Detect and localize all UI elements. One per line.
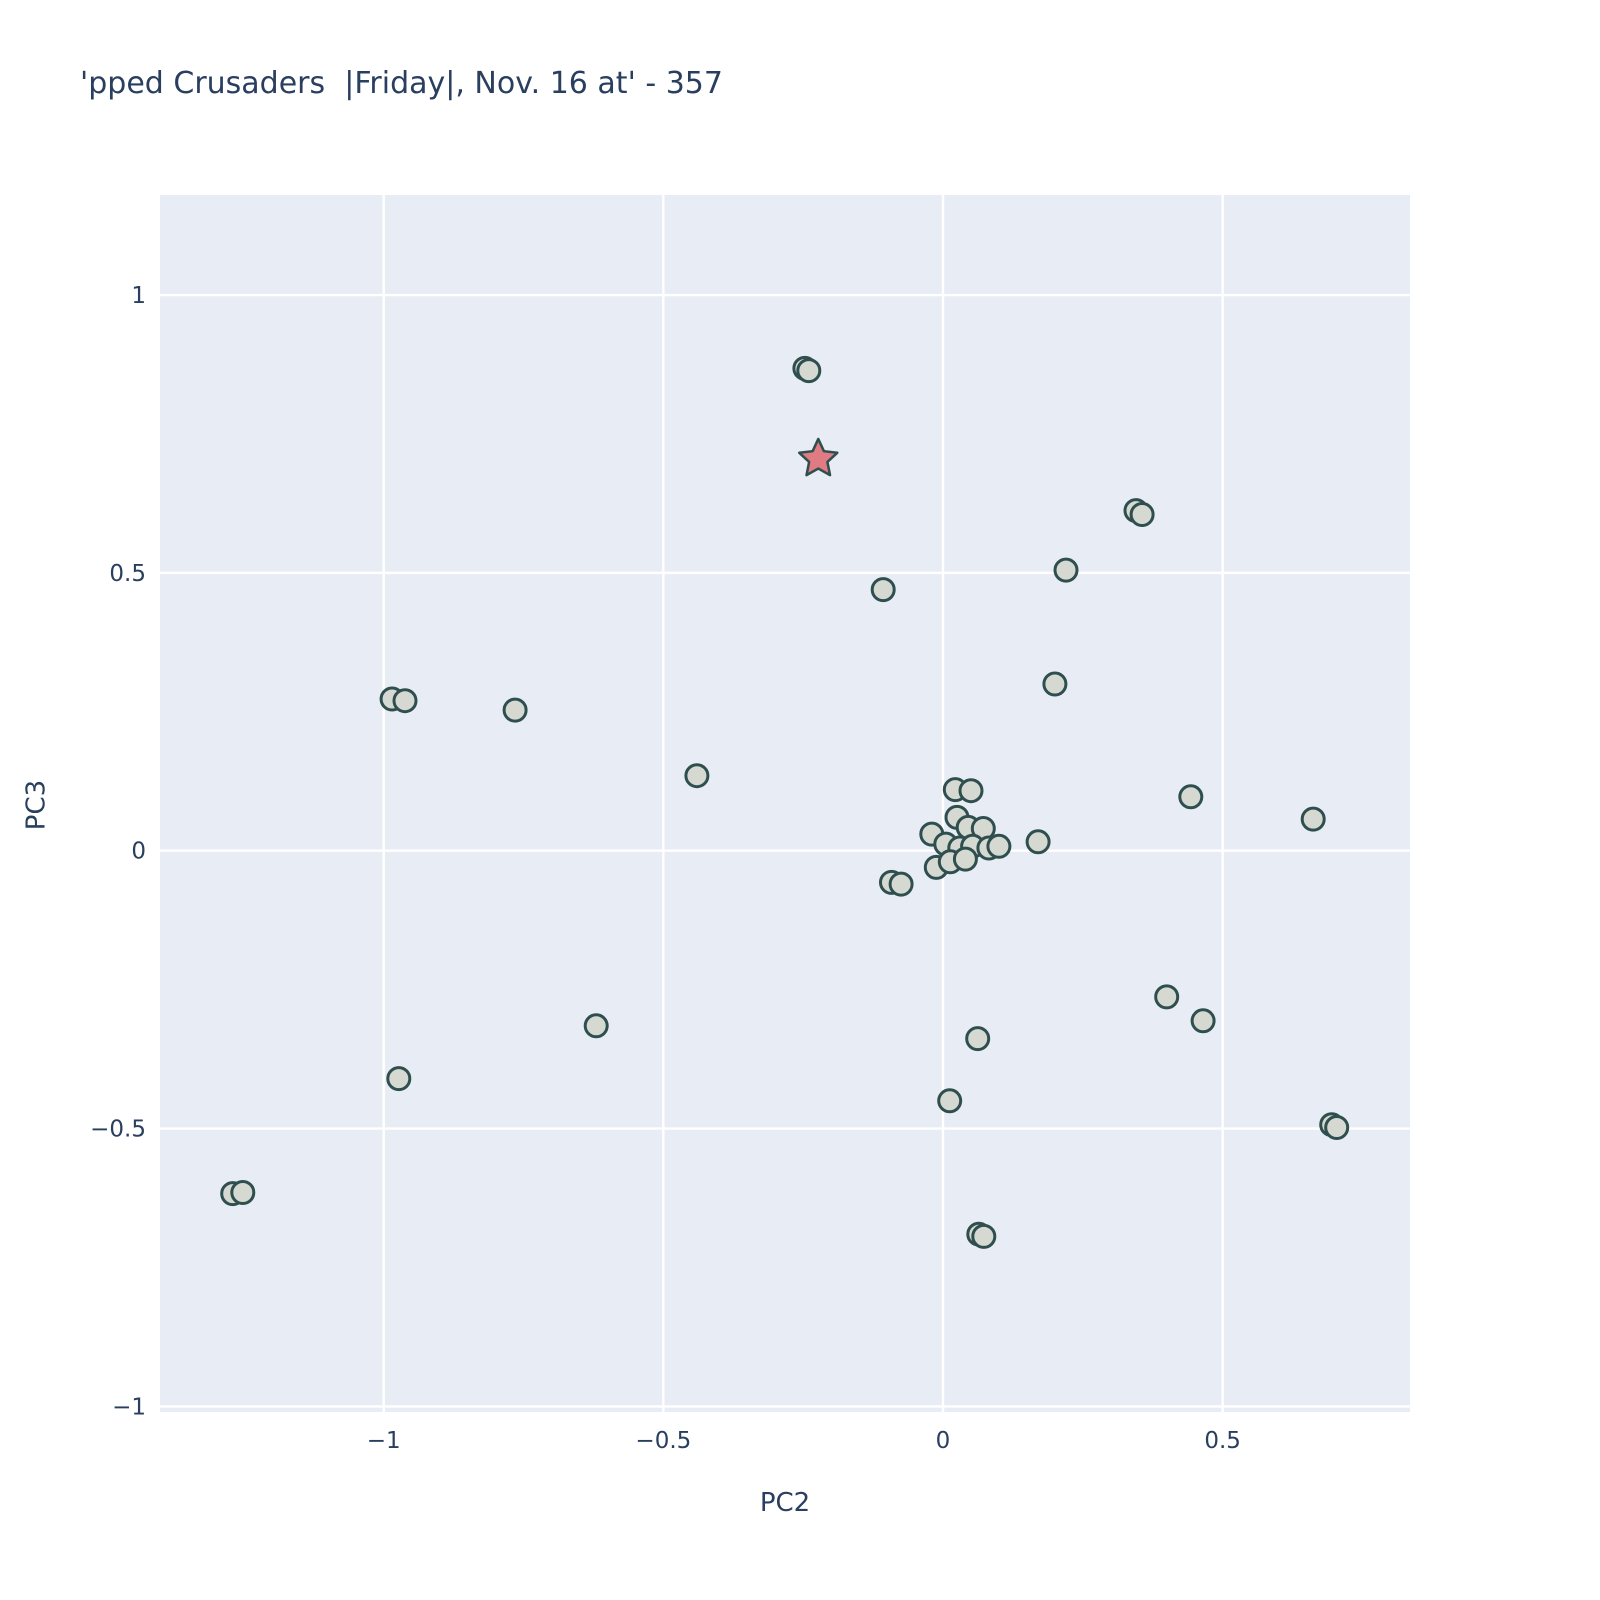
scatter-point[interactable] (1042, 671, 1068, 697)
scatter-point[interactable] (1324, 1115, 1350, 1140)
y-tick-label: 0 (131, 839, 146, 865)
scatter-point[interactable] (1178, 784, 1204, 810)
x-axis-title: PC2 (759, 1488, 811, 1518)
scatter-point[interactable] (971, 1223, 997, 1249)
y-tick-label: −1 (112, 1394, 146, 1420)
scatter-point[interactable] (392, 688, 418, 714)
scatter-point[interactable] (888, 871, 914, 897)
scatter-point[interactable] (1190, 1008, 1216, 1034)
scatter-point[interactable] (1129, 502, 1155, 527)
y-axis-title: PC3 (21, 779, 52, 831)
x-tick-label: 0.5 (1204, 1428, 1241, 1454)
scatter-point[interactable] (1053, 557, 1079, 583)
scatter-point[interactable] (937, 1088, 963, 1114)
plot-background (160, 195, 1410, 1412)
scatter-point[interactable] (502, 697, 528, 723)
scatter-point[interactable] (583, 1013, 609, 1039)
scatter-point[interactable] (952, 846, 978, 872)
x-tick-label: 0 (936, 1428, 951, 1454)
y-tick-label: −0.5 (90, 1117, 146, 1143)
scatter-point[interactable] (1025, 829, 1051, 855)
scatter-point[interactable] (1300, 806, 1326, 832)
scatter-point[interactable] (986, 833, 1012, 859)
scatter-point[interactable] (965, 1026, 991, 1052)
y-tick-label: 0.5 (109, 561, 146, 587)
scatter-point[interactable] (684, 763, 710, 789)
chart-title: 'pped Crusaders |Friday|, Nov. 16 at' - … (80, 66, 723, 101)
scatter-point[interactable] (958, 778, 984, 804)
highlight-star-point[interactable] (798, 437, 839, 477)
scatter-point[interactable] (796, 358, 822, 384)
scatter-point[interactable] (1154, 984, 1180, 1010)
scatter-point[interactable] (230, 1180, 256, 1205)
scatter-point[interactable] (386, 1066, 412, 1092)
x-tick-label: −1 (367, 1428, 401, 1454)
x-tick-label: −0.5 (635, 1428, 691, 1454)
y-tick-label: 1 (131, 283, 146, 309)
scatter-point[interactable] (870, 577, 896, 603)
